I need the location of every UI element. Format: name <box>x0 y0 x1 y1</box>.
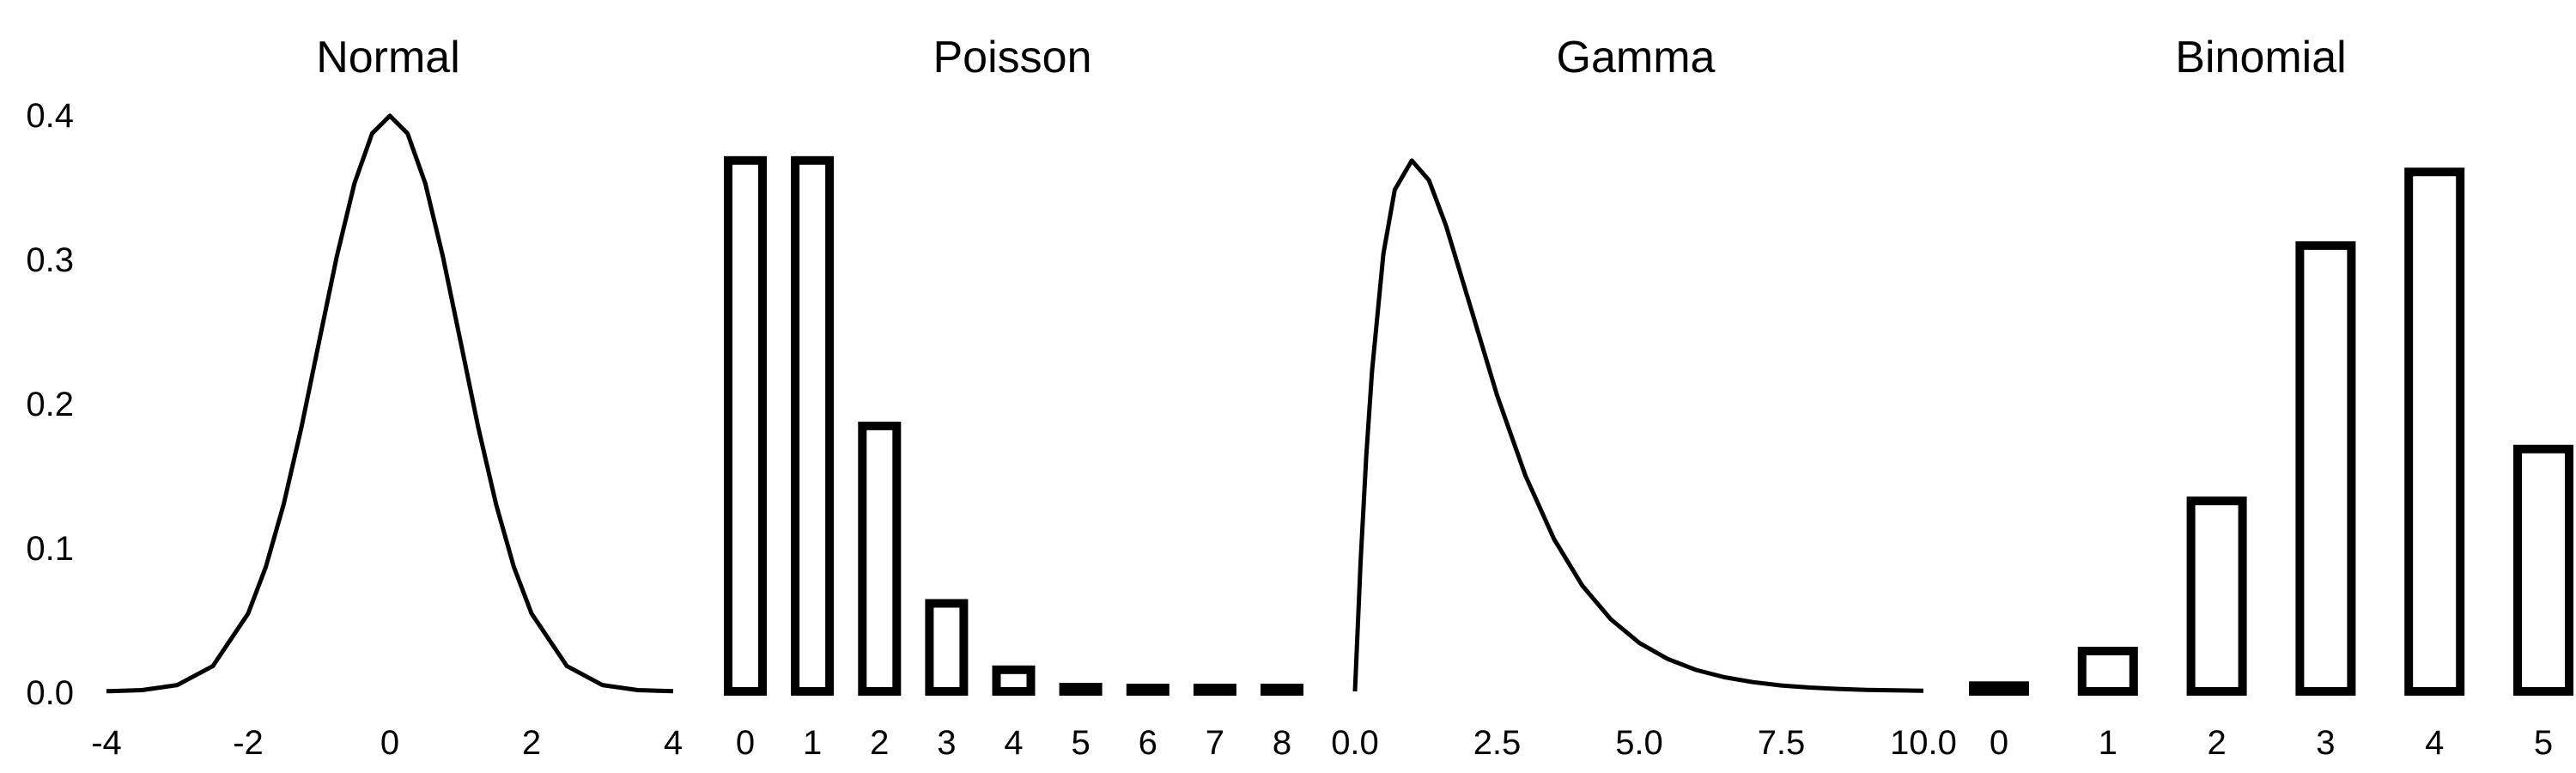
bar <box>1059 683 1103 696</box>
x-axis-ticks-poisson: 0 1 2 3 4 5 6 7 8 <box>736 724 1291 762</box>
panel-title-binomial: Binomial <box>2175 33 2346 82</box>
bar <box>925 599 969 696</box>
x-tick-label: 5 <box>2534 724 2553 762</box>
y-tick-label: 0.3 <box>26 241 74 279</box>
panel-poisson: Poisson 0 1 2 3 4 5 6 7 8 <box>724 33 1303 762</box>
x-tick-label: 0.0 <box>1331 724 1379 762</box>
x-tick-label: 0 <box>1990 724 2008 762</box>
panel-title-poisson: Poisson <box>933 33 1092 82</box>
x-tick-label: 4 <box>1004 724 1023 762</box>
x-tick-label: 5.0 <box>1615 724 1663 762</box>
x-tick-label: 2.5 <box>1473 724 1522 762</box>
binomial-bars <box>1969 167 2573 697</box>
bar <box>1969 681 2029 696</box>
x-axis-ticks-gamma: 0.0 2.5 5.0 7.5 10.0 <box>1331 724 1957 762</box>
x-tick-label: 3 <box>2316 724 2335 762</box>
x-tick-label: 0 <box>380 724 399 762</box>
x-tick-label: 1 <box>803 724 822 762</box>
panel-title-normal: Normal <box>316 33 460 82</box>
x-axis-ticks-binomial: 0 1 2 3 4 5 <box>1990 724 2553 762</box>
y-tick-label: 0.4 <box>26 97 74 135</box>
x-tick-label: 2 <box>870 724 889 762</box>
x-axis-ticks-normal: -4 -2 0 2 4 <box>91 724 683 762</box>
bar <box>2186 496 2247 697</box>
panel-title-gamma: Gamma <box>1557 33 1716 82</box>
bar <box>791 155 835 697</box>
bar <box>2404 167 2465 696</box>
x-tick-label: 6 <box>1139 724 1157 762</box>
x-tick-label: 1 <box>2099 724 2117 762</box>
bar <box>2295 240 2356 696</box>
x-tick-label: 3 <box>937 724 956 762</box>
x-tick-label: 4 <box>2425 724 2444 762</box>
x-tick-label: 7.5 <box>1758 724 1806 762</box>
panel-gamma: Gamma 0.0 2.5 5.0 7.5 10.0 <box>1331 33 1957 762</box>
bar <box>2077 647 2138 696</box>
x-tick-label: 10.0 <box>1890 724 1957 762</box>
y-tick-label: 0.2 <box>26 386 74 423</box>
poisson-bars <box>724 155 1303 697</box>
bar <box>2513 444 2573 696</box>
x-tick-label: 5 <box>1072 724 1091 762</box>
x-tick-label: 0 <box>736 724 755 762</box>
x-tick-label: -4 <box>91 724 122 762</box>
bar <box>724 155 767 697</box>
bar <box>1193 684 1236 696</box>
y-axis-ticks: 0.0 0.1 0.2 0.3 0.4 <box>26 97 74 712</box>
bar <box>992 665 1036 696</box>
gamma-density-curve <box>1352 158 1924 693</box>
y-tick-label: 0.0 <box>26 674 74 712</box>
x-tick-label: -2 <box>233 724 264 762</box>
x-tick-label: 7 <box>1206 724 1224 762</box>
y-tick-label: 0.1 <box>26 530 74 568</box>
x-tick-label: 2 <box>2207 724 2226 762</box>
bar <box>858 421 902 696</box>
bar <box>1261 684 1303 696</box>
panel-binomial: Binomial 0 1 2 3 4 5 <box>1969 33 2573 762</box>
normal-density-curve <box>106 113 674 694</box>
x-tick-label: 2 <box>522 724 541 762</box>
bar <box>1126 684 1170 696</box>
x-tick-label: 8 <box>1273 724 1291 762</box>
panel-normal: Normal -4 -2 0 2 4 <box>91 33 683 762</box>
x-tick-label: 4 <box>664 724 683 762</box>
